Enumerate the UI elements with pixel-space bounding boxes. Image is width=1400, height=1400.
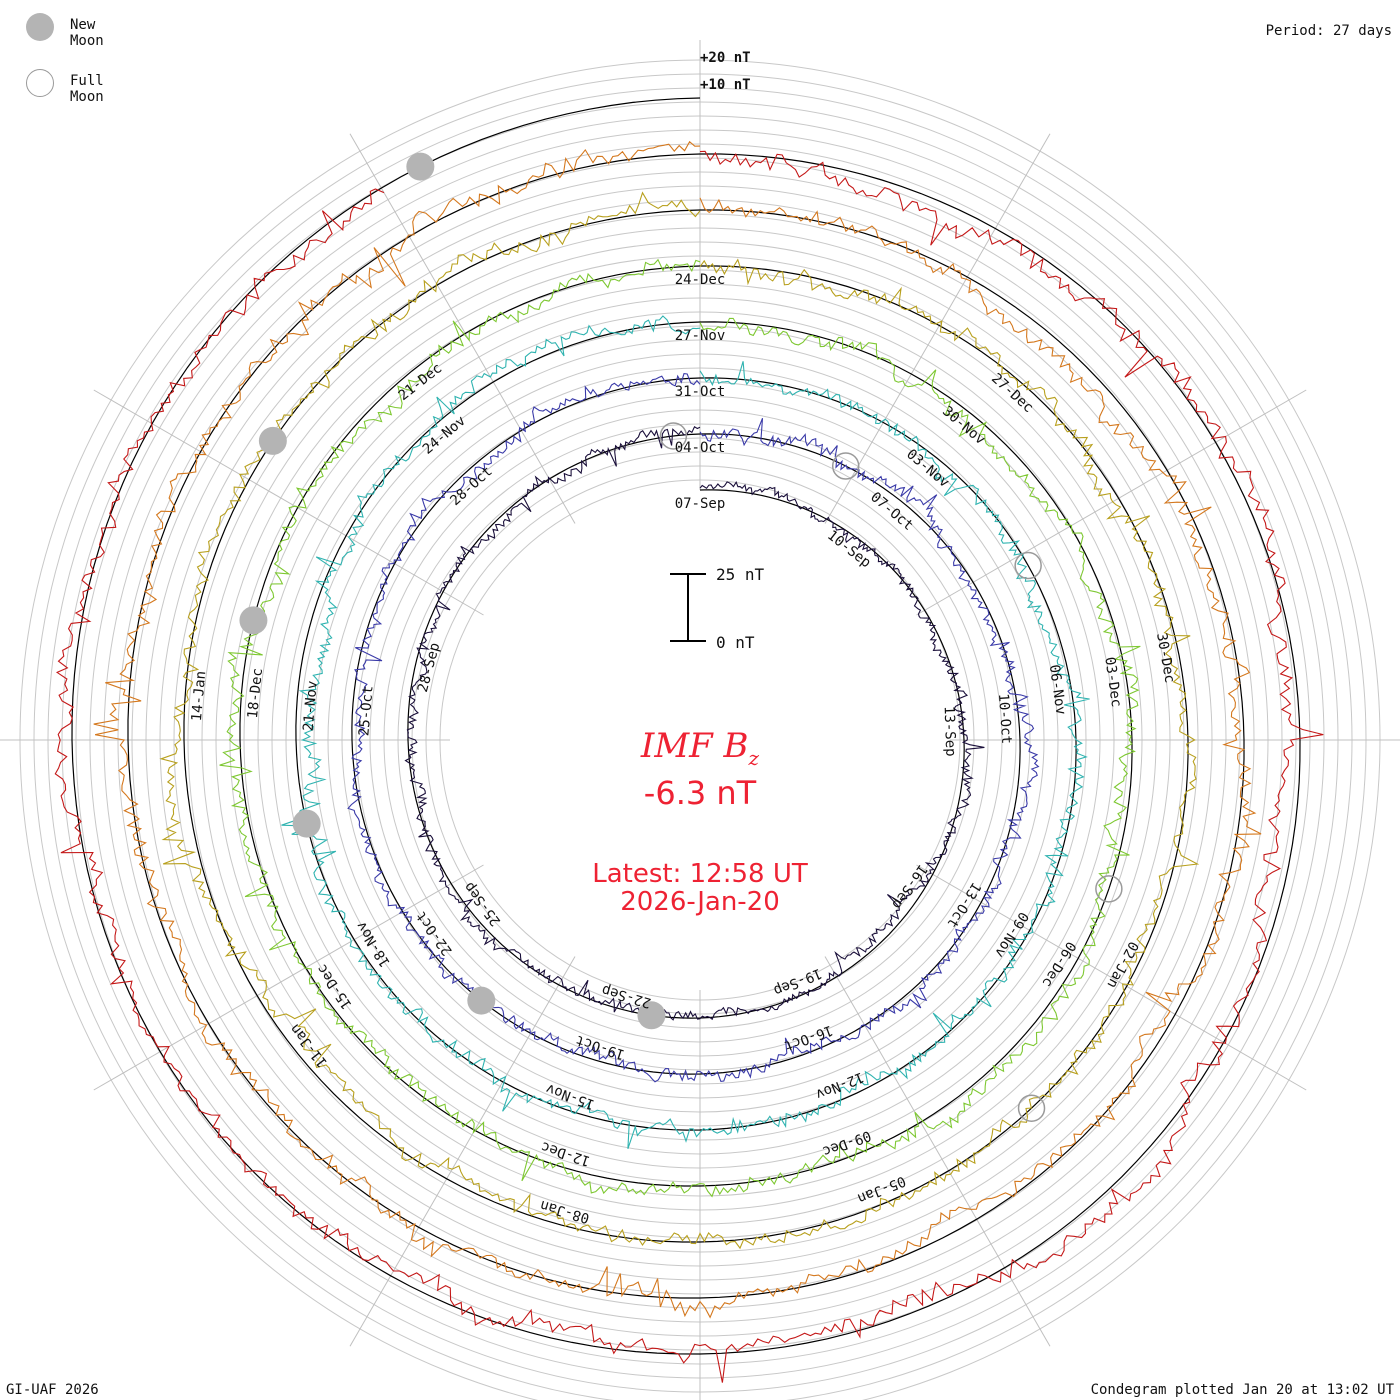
date-label: 12-Nov [813,1068,866,1102]
date-label: 12-Dec [539,1138,592,1169]
date-label: 22-Sep [600,981,653,1010]
latest-time: Latest: 12:58 UT [592,859,808,889]
date-label: 08-Jan [538,1197,591,1226]
credit-label: GI-UAF 2026 [6,1382,99,1398]
period-label: Period: 27 days [1265,23,1392,39]
date-label: 19-Oct [574,1032,627,1063]
date-label: 07-Sep [675,496,726,512]
new-moon-marker [637,1001,666,1030]
date-label: 30-Nov [939,403,988,448]
new-moon-marker [467,986,496,1015]
chart-title-main: IMF B [640,726,749,766]
date-label: 16-Oct [782,1022,835,1054]
date-label: 19-Sep [771,965,824,999]
chart-title: IMF Bz [500,726,900,770]
new-moon-marker [239,606,268,635]
grid-spoke [916,389,1307,616]
series-trace-5 [159,191,1200,1250]
date-label: 05-Jan [855,1172,908,1206]
series-trace-2 [347,372,1040,1083]
baseline-spiral [71,97,1301,1355]
new-moon-marker [406,152,435,181]
grid-spoke [349,956,576,1347]
date-label: 06-Nov [1046,664,1069,716]
new-moon-marker [292,809,321,838]
grid-spoke [349,133,576,524]
series-trace-1 [404,426,985,1021]
moon-markers [239,152,1123,1122]
current-value: -6.3 nT [643,774,757,812]
series-trace-4 [219,258,1141,1198]
grid-spoke [93,389,484,616]
legend-new-moon-label: New Moon [70,17,104,49]
date-label: 18-Nov [353,918,393,969]
date-label: 14-Jan [189,670,209,722]
legend-full-moon-label: Full Moon [70,73,104,105]
outer-scale-label-20: +20 nT [700,50,751,66]
full-moon-icon [26,69,54,97]
date-label: 03-Dec [1101,656,1124,708]
baseline-path [71,97,1301,1355]
full-moon-marker [1017,1094,1046,1122]
full-moon-marker [831,452,860,480]
scale-bar-low-label: 0 nT [716,633,755,652]
date-label: 04-Oct [675,440,726,456]
date-label: 31-Oct [675,384,726,400]
grid-spoke [824,956,1051,1347]
full-moon-marker [659,422,688,450]
series-trace-6 [93,140,1262,1319]
date-label: 21-Nov [301,680,321,732]
date-label: 24-Dec [675,272,726,288]
new-moon-marker [258,426,287,455]
series-trace-7 [54,150,1324,1383]
date-label: 10-Sep [824,527,874,571]
outer-scale-label-10: +10 nT [700,77,751,93]
date-label: 03-Nov [903,446,952,491]
grid-spokes [0,40,1400,1400]
grid-spoke [93,864,484,1091]
new-moon-icon [26,13,54,41]
date-label: 07-Oct [867,489,916,534]
scale-bar: 25 nT 0 nT [670,565,765,652]
date-label: 25-Oct [356,685,376,737]
full-moon-marker [1014,551,1042,580]
latest-date: 2026-Jan-20 [620,887,780,917]
date-label: 10-Oct [995,693,1014,745]
plotted-label: Condegram plotted Jan 20 at 13:02 UT [1090,1382,1394,1398]
outer-scale-labels: +20 nT +10 nT [700,50,751,93]
date-label: 13-Sep [941,706,959,757]
grid-spoke [824,133,1051,524]
date-label: 18-Dec [245,667,266,719]
full-moon-marker [1095,875,1123,903]
scale-bar-high-label: 25 nT [716,565,765,584]
chart-title-sub: z [748,745,760,770]
date-label: 27-Nov [675,328,726,344]
